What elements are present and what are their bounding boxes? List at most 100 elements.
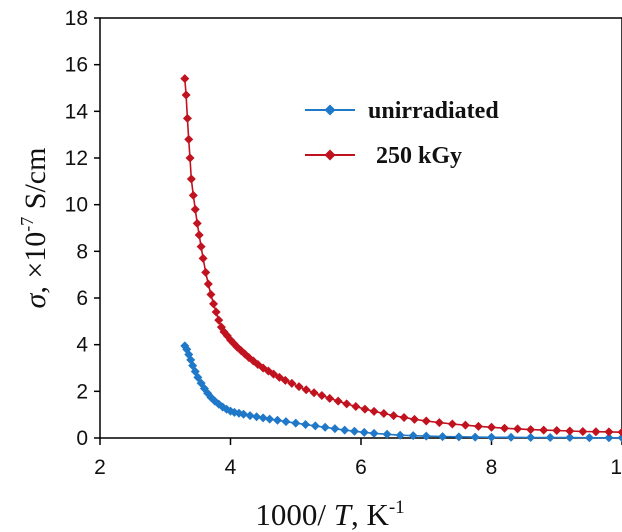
data-point [190,204,200,214]
data-point [188,190,198,200]
data-point [291,418,301,428]
data-point [360,404,370,414]
data-point [565,426,575,436]
data-point [369,428,379,438]
data-point [192,218,202,228]
data-point [349,426,359,436]
data-point [506,432,516,442]
data-point [539,425,549,435]
data-point [317,391,327,401]
y-tick-label: 16 [65,54,88,77]
legend-label: unirradiated [368,98,499,124]
data-point [552,426,562,436]
data-point [389,411,399,421]
data-point [421,431,431,441]
data-point [526,425,536,435]
data-point [301,385,311,395]
data-point [369,406,379,416]
data-point [281,417,291,427]
data-point [584,433,594,443]
data-point [604,433,614,443]
series-1 [180,74,622,437]
data-point [604,427,614,437]
data-point [252,412,262,422]
data-point [245,411,255,421]
series-0 [180,341,622,443]
data-point [330,424,340,434]
plot-frame [99,17,622,439]
data-point [198,253,208,263]
data-point [186,174,196,184]
data-point [320,422,330,432]
legend-marker [324,149,336,161]
legend-marker [324,104,336,116]
data-point [333,396,343,406]
data-point [340,425,350,435]
data-point [351,402,361,411]
data-point [181,90,191,100]
plot-area [99,17,622,439]
data-point [565,433,575,443]
data-point [206,290,216,299]
data-point [470,432,480,442]
data-point [591,427,601,437]
y-tick-label: 10 [65,194,88,217]
data-point [201,267,211,277]
data-point [194,230,204,240]
data-point [193,372,203,382]
data-point [310,421,320,431]
x-tick-label: 2 [94,456,106,479]
data-point [325,393,335,403]
data-point [182,113,192,123]
x-tick-label: 10 [610,456,622,479]
data-point [447,419,457,429]
data-point [408,431,418,441]
data-point [196,242,206,252]
data-point [487,432,496,442]
data-point [434,418,444,428]
data-point [184,134,194,144]
x-axis-title: 1000/ T, K-1 [255,497,404,532]
data-point [617,427,622,437]
data-point [180,74,190,84]
data-point [265,414,275,424]
data-point [578,426,588,436]
data-point [359,427,369,437]
y-tick-label: 14 [65,100,89,123]
data-point [280,375,290,385]
data-point [214,315,224,325]
data-point [287,378,297,388]
data-point [513,424,523,434]
data-point [203,279,213,289]
data-point [382,429,392,439]
data-point [258,413,268,423]
data-point [526,433,536,443]
ticks: 246810024681012141618 [65,7,622,479]
y-tick-label: 6 [76,287,88,310]
data-point [269,369,279,379]
data-point [309,388,319,398]
x-tick-label: 4 [225,456,237,479]
y-tick-label: 0 [76,427,88,450]
data-point [399,412,409,422]
data-point [272,415,282,425]
data-point [454,432,464,442]
data-point [342,399,352,409]
series-layer [180,74,622,443]
data-point [239,409,249,419]
data-point [185,153,195,163]
x-tick-label: 6 [355,456,367,479]
data-point [473,421,483,431]
data-point [395,430,405,440]
legend-item: unirradiated [305,98,499,124]
data-point [487,422,496,432]
legend-item: 250 kGy [305,143,462,169]
data-point [301,419,311,429]
data-point [410,414,420,424]
data-point [421,416,431,426]
data-point [500,423,510,433]
data-point [460,420,470,430]
data-point [379,409,389,418]
data-point [294,382,304,392]
